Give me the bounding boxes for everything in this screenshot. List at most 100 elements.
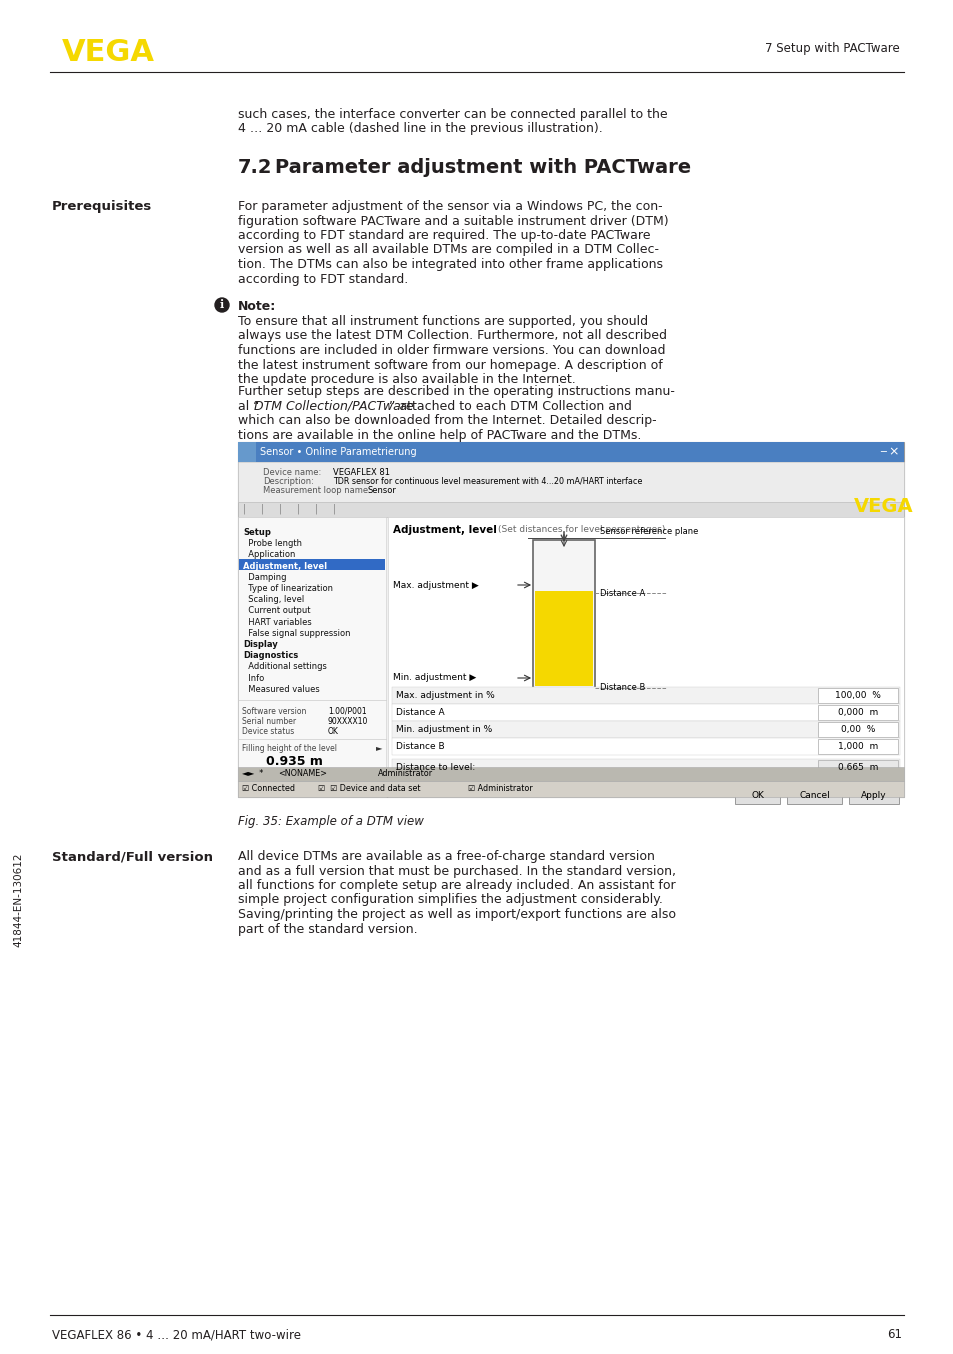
Circle shape bbox=[214, 298, 229, 311]
Bar bbox=[786, 788, 841, 804]
Bar bbox=[848, 788, 898, 804]
Bar bbox=[392, 686, 899, 704]
Text: |: | bbox=[278, 504, 282, 515]
Text: Application: Application bbox=[243, 550, 295, 559]
Text: Display: Display bbox=[243, 640, 277, 649]
Bar bbox=[237, 517, 386, 798]
Text: Filling height of the level: Filling height of the level bbox=[242, 743, 336, 753]
Text: Distance B: Distance B bbox=[395, 742, 444, 751]
Text: Measured values: Measured values bbox=[243, 685, 319, 693]
Text: Sensor: Sensor bbox=[368, 486, 396, 496]
Text: 61: 61 bbox=[886, 1328, 901, 1340]
Text: which can also be downloaded from the Internet. Detailed descrip-: which can also be downloaded from the In… bbox=[237, 414, 656, 427]
Bar bbox=[237, 441, 903, 462]
Text: 90XXXX10: 90XXXX10 bbox=[328, 718, 368, 726]
Text: |: | bbox=[261, 504, 264, 515]
Bar bbox=[237, 502, 903, 517]
Text: Current output: Current output bbox=[243, 607, 310, 616]
Text: ◄►  *: ◄► * bbox=[242, 769, 263, 777]
Bar bbox=[817, 760, 897, 774]
Bar bbox=[817, 688, 897, 703]
Text: al “: al “ bbox=[237, 399, 259, 413]
Text: Prerequisites: Prerequisites bbox=[52, 200, 152, 213]
Text: functions are included in older firmware versions. You can download: functions are included in older firmware… bbox=[237, 344, 665, 357]
Text: Additional settings: Additional settings bbox=[243, 662, 327, 672]
Text: Adjustment, level: Adjustment, level bbox=[243, 562, 327, 570]
Text: Measurement loop name:: Measurement loop name: bbox=[263, 486, 371, 496]
Bar bbox=[237, 441, 255, 462]
Bar bbox=[817, 739, 897, 754]
Text: Max. adjustment in %: Max. adjustment in % bbox=[395, 691, 495, 700]
Text: the latest instrument software from our homepage. A description of: the latest instrument software from our … bbox=[237, 359, 662, 371]
Text: VEGA: VEGA bbox=[853, 497, 913, 516]
Text: Cancel: Cancel bbox=[799, 792, 829, 800]
Bar bbox=[392, 720, 899, 738]
Text: <NONAME>: <NONAME> bbox=[277, 769, 327, 777]
Text: such cases, the interface converter can be connected parallel to the: such cases, the interface converter can … bbox=[237, 108, 667, 121]
Text: TDR sensor for continuous level measurement with 4...20 mA/HART interface: TDR sensor for continuous level measurem… bbox=[333, 477, 641, 486]
Text: Type of linearization: Type of linearization bbox=[243, 584, 333, 593]
Bar bbox=[817, 705, 897, 720]
Text: All device DTMs are available as a free-of-charge standard version: All device DTMs are available as a free-… bbox=[237, 850, 654, 862]
Text: 0.665  m: 0.665 m bbox=[837, 764, 878, 772]
Text: ►: ► bbox=[375, 743, 382, 753]
Text: VEGA: VEGA bbox=[62, 38, 154, 66]
Text: Max. adjustment ▶: Max. adjustment ▶ bbox=[393, 581, 478, 589]
Text: Further setup steps are described in the operating instructions manu-: Further setup steps are described in the… bbox=[237, 385, 674, 398]
Text: Sensor reference plane: Sensor reference plane bbox=[599, 527, 698, 536]
Text: Distance A: Distance A bbox=[395, 708, 444, 718]
Text: Administrator: Administrator bbox=[377, 769, 433, 777]
Text: Scaling, level: Scaling, level bbox=[243, 596, 304, 604]
Text: ” attached to each DTM Collection and: ” attached to each DTM Collection and bbox=[389, 399, 631, 413]
Text: Note:: Note: bbox=[237, 301, 276, 313]
Text: Parameter adjustment with PACTware: Parameter adjustment with PACTware bbox=[274, 158, 690, 177]
Text: figuration software PACTware and a suitable instrument driver (DTM): figuration software PACTware and a suita… bbox=[237, 214, 668, 227]
Bar bbox=[817, 722, 897, 737]
Text: 0,00  %: 0,00 % bbox=[840, 724, 874, 734]
Bar bbox=[237, 766, 903, 781]
Text: OK: OK bbox=[328, 727, 338, 737]
Text: Diagnostics: Diagnostics bbox=[243, 651, 298, 661]
Bar bbox=[535, 590, 593, 686]
Text: 7.2: 7.2 bbox=[237, 158, 273, 177]
Text: For parameter adjustment of the sensor via a Windows PC, the con-: For parameter adjustment of the sensor v… bbox=[237, 200, 662, 213]
Bar bbox=[239, 559, 385, 570]
Text: Info: Info bbox=[243, 673, 264, 682]
Text: according to FDT standard.: according to FDT standard. bbox=[237, 272, 408, 286]
Text: simple project configuration simplifies the adjustment considerably.: simple project configuration simplifies … bbox=[237, 894, 662, 906]
Text: part of the standard version.: part of the standard version. bbox=[237, 922, 417, 936]
Text: DTM Collection/PACTware: DTM Collection/PACTware bbox=[253, 399, 414, 413]
Bar bbox=[533, 540, 595, 688]
Bar bbox=[388, 517, 903, 798]
Text: ☑  ☑ Device and data set: ☑ ☑ Device and data set bbox=[317, 784, 420, 792]
Text: Apply: Apply bbox=[861, 792, 886, 800]
Text: Fig. 35: Example of a DTM view: Fig. 35: Example of a DTM view bbox=[237, 815, 423, 829]
Text: tion. The DTMs can also be integrated into other frame applications: tion. The DTMs can also be integrated in… bbox=[237, 259, 662, 271]
Text: OK: OK bbox=[750, 792, 763, 800]
Text: |: | bbox=[333, 504, 335, 515]
Text: Distance to level:: Distance to level: bbox=[395, 764, 475, 772]
Text: Saving/printing the project as well as import/export functions are also: Saving/printing the project as well as i… bbox=[237, 909, 676, 921]
Text: all functions for complete setup are already included. An assistant for: all functions for complete setup are alr… bbox=[237, 879, 675, 892]
Text: according to FDT standard are required. The up-to-date PACTware: according to FDT standard are required. … bbox=[237, 229, 650, 242]
Text: VEGAFLEX 86 • 4 … 20 mA/HART two-wire: VEGAFLEX 86 • 4 … 20 mA/HART two-wire bbox=[52, 1328, 301, 1340]
Text: VEGAFLEX 81: VEGAFLEX 81 bbox=[333, 468, 390, 477]
Text: 100,00  %: 100,00 % bbox=[834, 691, 880, 700]
Text: False signal suppression: False signal suppression bbox=[243, 628, 350, 638]
Text: Description:: Description: bbox=[263, 477, 314, 486]
Text: tions are available in the online help of PACTware and the DTMs.: tions are available in the online help o… bbox=[237, 428, 640, 441]
Text: 41844-EN-130612: 41844-EN-130612 bbox=[13, 853, 23, 948]
Bar bbox=[734, 788, 780, 804]
Bar bbox=[237, 441, 903, 798]
Text: version as well as all available DTMs are compiled in a DTM Collec-: version as well as all available DTMs ar… bbox=[237, 244, 659, 256]
Text: To ensure that all instrument functions are supported, you should: To ensure that all instrument functions … bbox=[237, 315, 647, 328]
Bar bbox=[392, 704, 899, 720]
Text: HART variables: HART variables bbox=[243, 617, 312, 627]
Text: |: | bbox=[296, 504, 300, 515]
Text: Standard/Full version: Standard/Full version bbox=[52, 850, 213, 862]
Text: ☑ Connected: ☑ Connected bbox=[242, 784, 294, 792]
Text: Adjustment, level: Adjustment, level bbox=[393, 525, 497, 535]
Bar bbox=[237, 462, 903, 502]
Text: 1,000  m: 1,000 m bbox=[837, 742, 877, 751]
Text: Min. adjustment in %: Min. adjustment in % bbox=[395, 724, 492, 734]
